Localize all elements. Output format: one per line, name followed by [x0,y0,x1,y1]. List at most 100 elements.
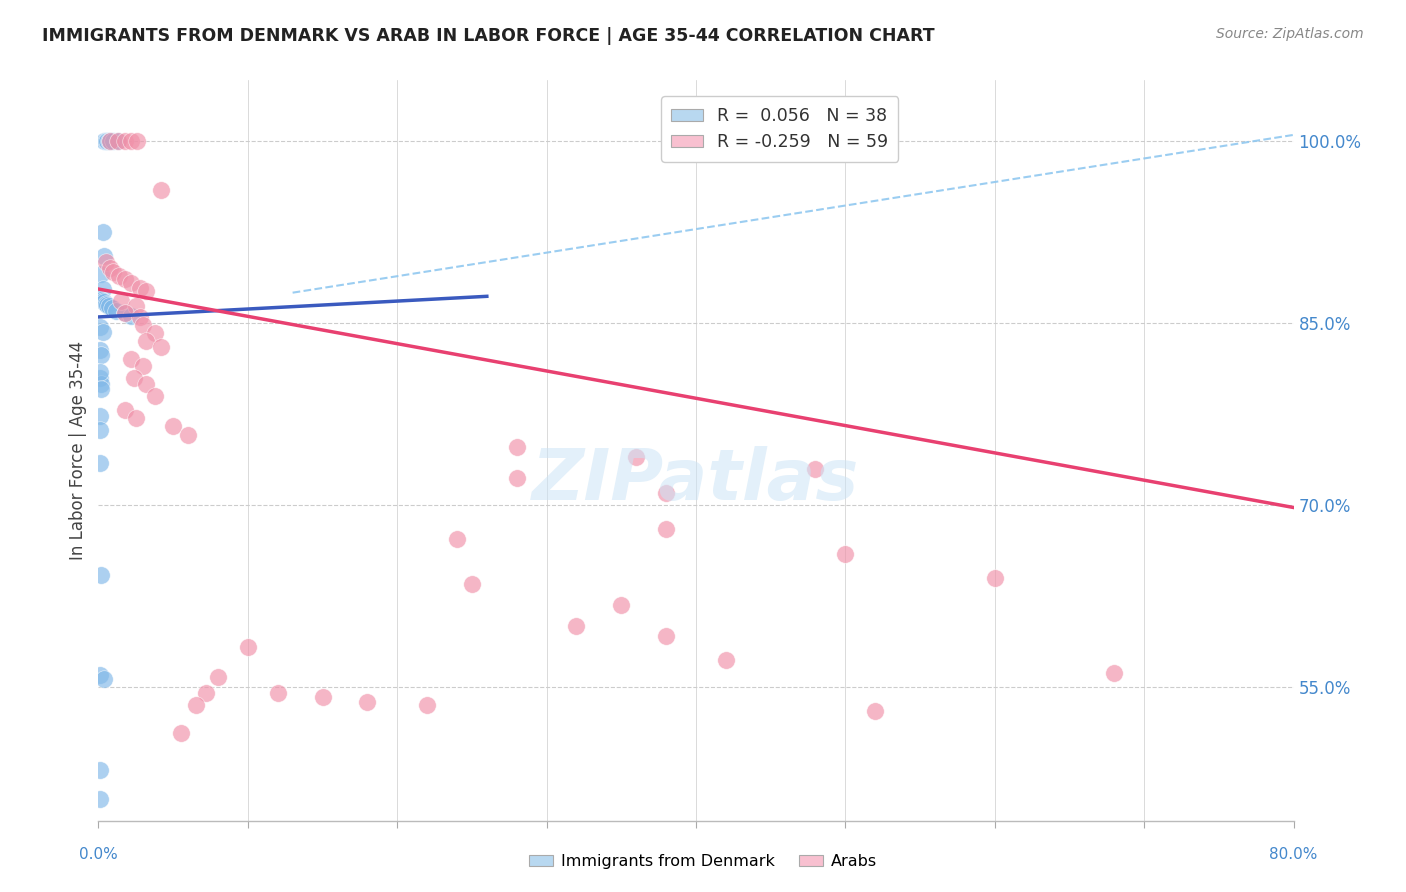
Point [103,265,125,279]
Legend: Immigrants from Denmark, Arabs: Immigrants from Denmark, Arabs [523,847,883,875]
Point [89,423,111,437]
Point [150,182,173,196]
Point [120,134,142,148]
Point [135,376,157,391]
Point [135,285,157,299]
Point [89,668,111,682]
Point [169,726,191,740]
Point [461,577,484,591]
Point [114,306,136,320]
Point [93,295,115,310]
Point [103,134,125,148]
Point [90,376,112,391]
Point [89,292,111,306]
Point [759,134,782,148]
Point [93,249,115,263]
Text: IMMIGRANTS FROM DENMARK VS ARAB IN LABOR FORCE | AGE 35-44 CORRELATION CHART: IMMIGRANTS FROM DENMARK VS ARAB IN LABOR… [42,27,935,45]
Point [655,486,678,500]
Point [129,310,152,324]
Point [89,792,111,806]
Point [626,450,648,464]
Point [446,532,468,546]
Point [125,410,148,425]
Point [120,309,142,323]
Point [96,134,118,148]
Point [984,571,1007,585]
Point [90,293,112,307]
Point [132,359,155,373]
Point [236,640,259,654]
Point [101,301,124,316]
Point [416,698,439,713]
Point [195,686,218,700]
Text: ZIPatlas: ZIPatlas [533,446,859,515]
Point [162,419,184,434]
Point [1104,665,1126,680]
Point [506,471,529,485]
Point [89,763,111,777]
Point [108,268,131,283]
Point [120,352,142,367]
Point [90,348,112,362]
Point [98,134,122,148]
Point [105,304,128,318]
Point [90,382,112,396]
Point [125,299,148,313]
Text: Source: ZipAtlas.com: Source: ZipAtlas.com [1216,27,1364,41]
Point [143,389,166,403]
Point [90,268,112,282]
Point [114,272,136,286]
Point [506,440,529,454]
Point [89,343,111,357]
Point [94,255,117,269]
Point [114,134,136,148]
Y-axis label: In Labor Force | Age 35-44: In Labor Force | Age 35-44 [69,341,87,560]
Point [124,370,146,384]
Point [96,298,118,312]
Point [120,276,142,290]
Point [114,403,136,417]
Point [311,690,333,704]
Point [127,134,149,148]
Point [89,319,111,334]
Point [129,281,152,295]
Point [110,294,132,309]
Point [184,698,207,713]
Point [91,282,114,296]
Point [865,705,887,719]
Point [89,370,111,384]
Point [94,134,117,148]
Point [91,325,114,339]
Point [356,695,378,709]
Point [610,598,633,612]
Point [267,686,290,700]
Point [132,318,155,333]
Point [97,299,120,313]
Point [107,134,129,148]
Point [89,365,111,379]
Point [114,306,136,320]
Point [714,653,737,667]
Point [91,294,114,309]
Point [135,334,157,349]
Point [655,629,678,643]
Point [94,296,117,310]
Point [143,326,166,340]
Point [93,672,115,686]
Point [93,134,115,148]
Legend: R =  0.056   N = 38, R = -0.259   N = 59: R = 0.056 N = 38, R = -0.259 N = 59 [661,96,898,161]
Point [150,340,173,354]
Point [89,456,111,470]
Point [177,427,200,442]
Point [655,522,678,536]
Point [98,261,122,276]
Point [834,547,856,561]
Point [207,670,229,684]
Point [90,568,112,582]
Point [107,134,129,148]
Point [565,619,588,633]
Point [89,409,111,424]
Point [97,134,120,148]
Text: 0.0%: 0.0% [79,847,118,863]
Point [98,134,122,148]
